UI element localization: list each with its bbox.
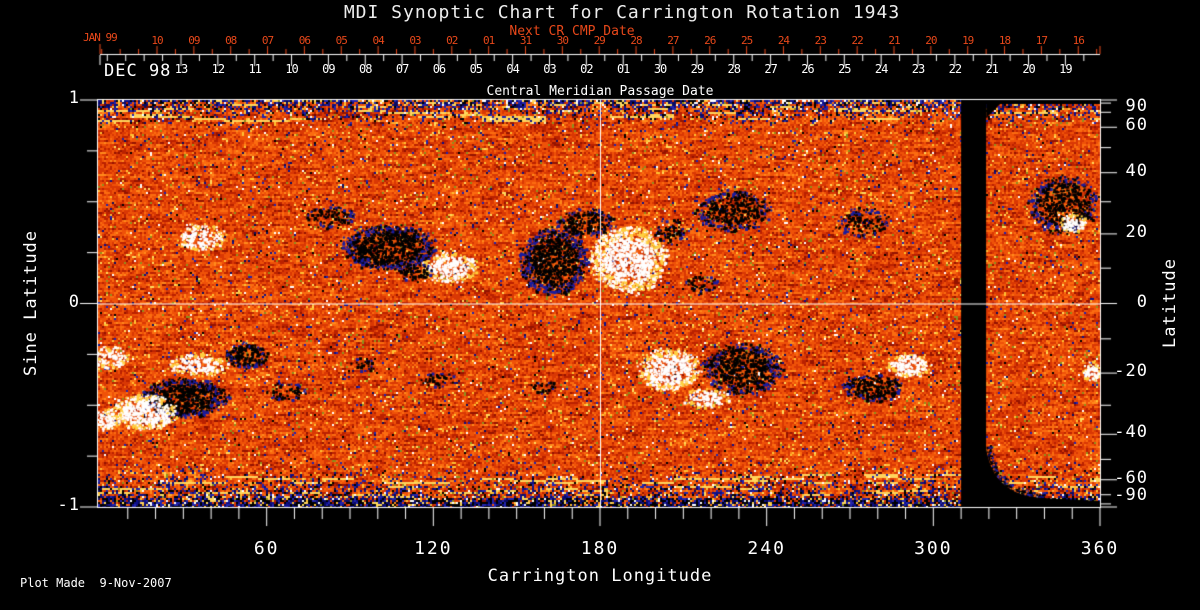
magnetogram-synoptic-canvas — [0, 0, 1200, 610]
mdi-synoptic-chart-page: { "title": "MDI Synoptic Chart for Carri… — [0, 0, 1200, 610]
